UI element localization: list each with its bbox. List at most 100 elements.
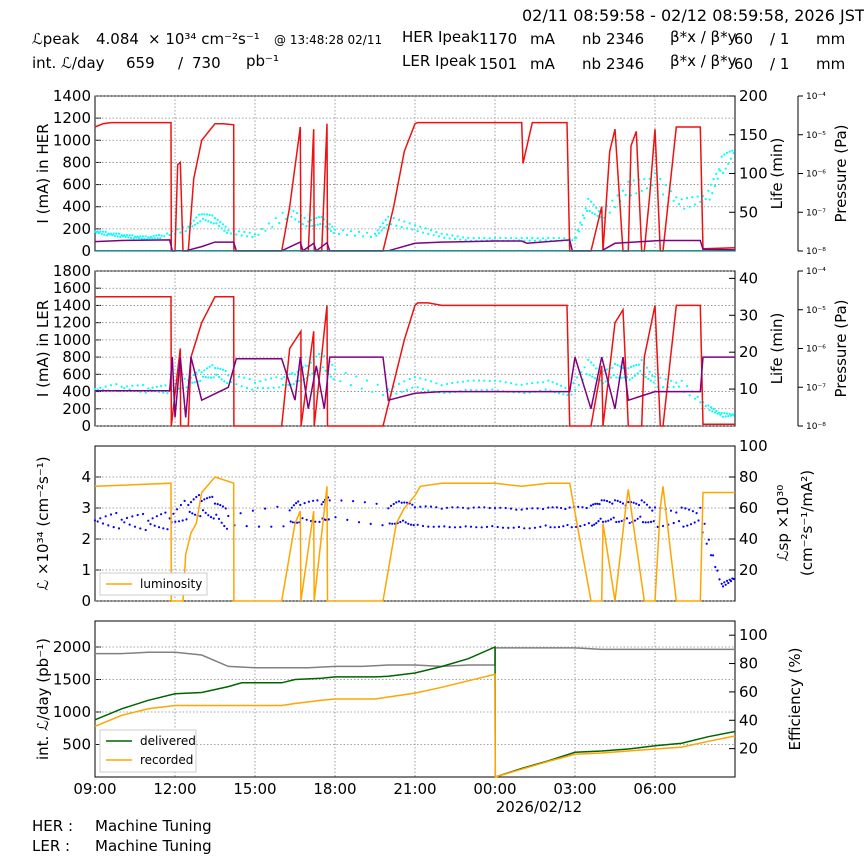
panel-her-lifetime-point <box>197 213 201 216</box>
panel-ler-lifetime-point <box>648 370 651 373</box>
panel-ler-lifetime-point <box>499 380 502 383</box>
panel-ler-lifetime-point <box>331 363 334 366</box>
panel-her-lifetime-point <box>103 233 106 236</box>
panel-her-lifetime-point <box>112 232 115 235</box>
her-nb-value: 2346 <box>606 30 645 48</box>
panel-luminosity-lsp-point <box>133 525 137 528</box>
ler-status-label: LER : <box>32 837 71 855</box>
panel-her-lifetime-point <box>643 178 646 181</box>
panel-her-lifetime-point <box>464 239 467 242</box>
panel-her-ytick-label: 600 <box>62 176 91 194</box>
panel-luminosity-lsp-point <box>264 507 267 510</box>
panel-luminosity-lsp-point <box>282 525 285 528</box>
panel-her-lifetime-point <box>127 236 130 239</box>
panel-luminosity-lsp-point <box>188 510 191 513</box>
panel-luminosity-lsp-point <box>185 518 188 521</box>
panel-luminosity-lsp-point <box>208 496 211 499</box>
panel-ler-lifetime-point <box>611 366 614 369</box>
panel-integrated-ytick-right-label: 100 <box>739 626 768 644</box>
panel-luminosity-lsp-point <box>136 513 139 517</box>
panel-ler-ytick-right-label: 30 <box>739 306 758 324</box>
ler-beta-unit: mm <box>816 55 846 73</box>
panel-ler-lifetime-point <box>488 379 491 383</box>
panel-luminosity-lsp-point <box>183 499 186 502</box>
panel-ler-lifetime-point <box>208 365 211 368</box>
panel-her-lifetime-point <box>153 237 157 240</box>
panel-ler-lifetime-point <box>197 369 201 372</box>
panel-ler-lifetime-point <box>469 389 473 392</box>
panel-luminosity-ytick-label: 1 <box>81 561 91 579</box>
panel-luminosity-lsp-point <box>555 506 559 509</box>
panel-luminosity-ytick-right-label: 80 <box>739 468 758 486</box>
panel-ler-lifetime-point <box>192 374 195 377</box>
panel-luminosity-lsp-point <box>603 499 606 502</box>
panel-luminosity-lsp-point <box>616 499 619 502</box>
panel-luminosity-lsp-point <box>598 503 601 506</box>
panel-her-lifetime-point <box>596 214 599 217</box>
panel-luminosity-lsp-point <box>239 512 242 515</box>
panel-luminosity-lsp-point <box>411 503 414 506</box>
panel-luminosity-lsp-point <box>299 503 302 506</box>
panel-her-lifetime-point <box>533 239 537 242</box>
panel-her-lifetime-point <box>221 223 225 226</box>
panel-her-ylabel-right: Life (min) <box>768 138 786 210</box>
panel-her-lifetime-point <box>383 226 386 229</box>
panel-her-lifetime-point <box>552 236 555 240</box>
panel-ler-lifetime-point <box>631 376 634 379</box>
panel-integrated-ytick-label: 500 <box>62 736 91 754</box>
her-nb-label: nb <box>582 30 602 48</box>
panel-ler-lifetime-point <box>280 377 283 380</box>
panel-ler-lifetime-point <box>177 387 181 390</box>
panel-ler-lifetime-point <box>632 364 635 367</box>
panel-luminosity-lsp-point <box>389 504 393 507</box>
panel-ler-ytick-right-label: 10 <box>739 380 758 398</box>
panel-luminosity-lsp-point <box>172 512 175 515</box>
panel-her-lifetime-point <box>156 237 159 240</box>
panel-integrated-ylabel-right: Efficiency (%) <box>786 648 804 751</box>
panel-ler-lifetime-point <box>131 384 134 387</box>
panel-luminosity-lsp-point <box>391 522 394 525</box>
panel-luminosity-lsp-point <box>388 522 391 525</box>
panel-ler-lifetime-point <box>612 374 615 377</box>
panel-ler-lifetime-point <box>287 383 290 386</box>
panel-her-lifetime-point <box>563 237 566 240</box>
panel-ler-lifetime-point <box>536 381 539 384</box>
panel-luminosity-lsp-point <box>409 523 413 526</box>
panel-luminosity-lsp-point <box>721 585 725 588</box>
panel-ler-lifetime-point <box>728 412 731 416</box>
panel-her-lifetime-point <box>379 225 382 228</box>
panel-luminosity-lsp-point <box>207 514 210 517</box>
panel-her-lifetime-point <box>361 235 365 238</box>
panel-her-lifetime-point <box>199 220 202 223</box>
panel-luminosity-lsp-point <box>604 520 607 523</box>
panel-luminosity-lsp-point <box>292 504 295 507</box>
panel-her-lifetime-point <box>389 223 393 226</box>
panel-luminosity-lsp-point <box>499 506 502 509</box>
panel-ler-lifetime-point <box>223 380 226 383</box>
panel-ler-lifetime-point <box>243 376 246 379</box>
panel-ler-lifetime-point <box>224 369 227 372</box>
panel-ler-lifetime-point <box>421 387 425 390</box>
panel-ler-lifetime-point <box>355 375 358 378</box>
panel-her-lifetime-point <box>119 235 122 239</box>
panel-ler-lifetime-point <box>360 387 363 390</box>
panel-luminosity-lsp-point <box>677 520 681 523</box>
panel-integrated-ytick-right-label: 40 <box>739 711 758 729</box>
panel-ler-lifetime-point <box>205 367 209 370</box>
panel-ler-lifetime-point <box>429 380 433 383</box>
panel-ler-lifetime-point <box>104 385 107 388</box>
panel-ler-lifetime-point <box>531 382 534 385</box>
panel-her-lifetime-point <box>132 237 135 240</box>
panel-luminosity-lsp-point <box>324 518 327 522</box>
panel-her-lifetime-point <box>579 221 582 224</box>
panel-her-lifetime-point <box>148 237 151 240</box>
panel-luminosity-lsp-point <box>174 520 177 523</box>
panel-her-lifetime-point <box>168 233 171 237</box>
panel-luminosity-lsp-point <box>155 515 158 518</box>
panel-integrated-xtick-label: 09:00 <box>73 780 116 798</box>
panel-ler-lifetime-point <box>688 394 691 397</box>
panel-her-lifetime-point <box>696 195 699 198</box>
panel-ler-lifetime-point <box>725 412 729 415</box>
panel-ler-lifetime-point <box>712 407 715 411</box>
